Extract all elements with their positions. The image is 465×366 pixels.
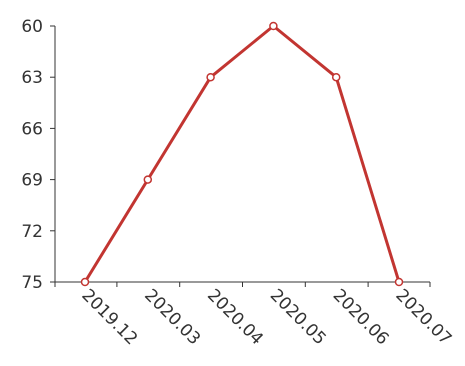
data-point bbox=[331, 72, 341, 82]
y-tick-label: 72 bbox=[21, 222, 43, 242]
y-tick-label: 63 bbox=[21, 68, 43, 88]
x-tick-label: 2020.04 bbox=[203, 285, 267, 349]
x-tick-label: 2020.06 bbox=[329, 285, 393, 349]
x-tick-label: 2019.12 bbox=[77, 285, 141, 349]
y-tick-label: 75 bbox=[21, 273, 43, 293]
data-point bbox=[206, 72, 215, 82]
data-point bbox=[143, 175, 153, 184]
data-point bbox=[394, 277, 404, 287]
axes-group bbox=[50, 25, 431, 287]
series-line bbox=[83, 24, 401, 284]
y-tick-label: 66 bbox=[21, 119, 43, 139]
x-tick-label: 2020.07 bbox=[391, 285, 455, 349]
x-tick-label: 2020.05 bbox=[266, 285, 330, 349]
data-point bbox=[80, 277, 90, 287]
data-point bbox=[269, 21, 278, 31]
y-tick-label: 69 bbox=[21, 171, 43, 191]
y-tick-label: 60 bbox=[21, 17, 43, 37]
x-tick-label: 2020.03 bbox=[140, 285, 204, 349]
labels-group: 60 63 66 69 72 75 2019.122020.032020.042020.05… bbox=[21, 17, 455, 349]
series-group bbox=[80, 21, 404, 287]
